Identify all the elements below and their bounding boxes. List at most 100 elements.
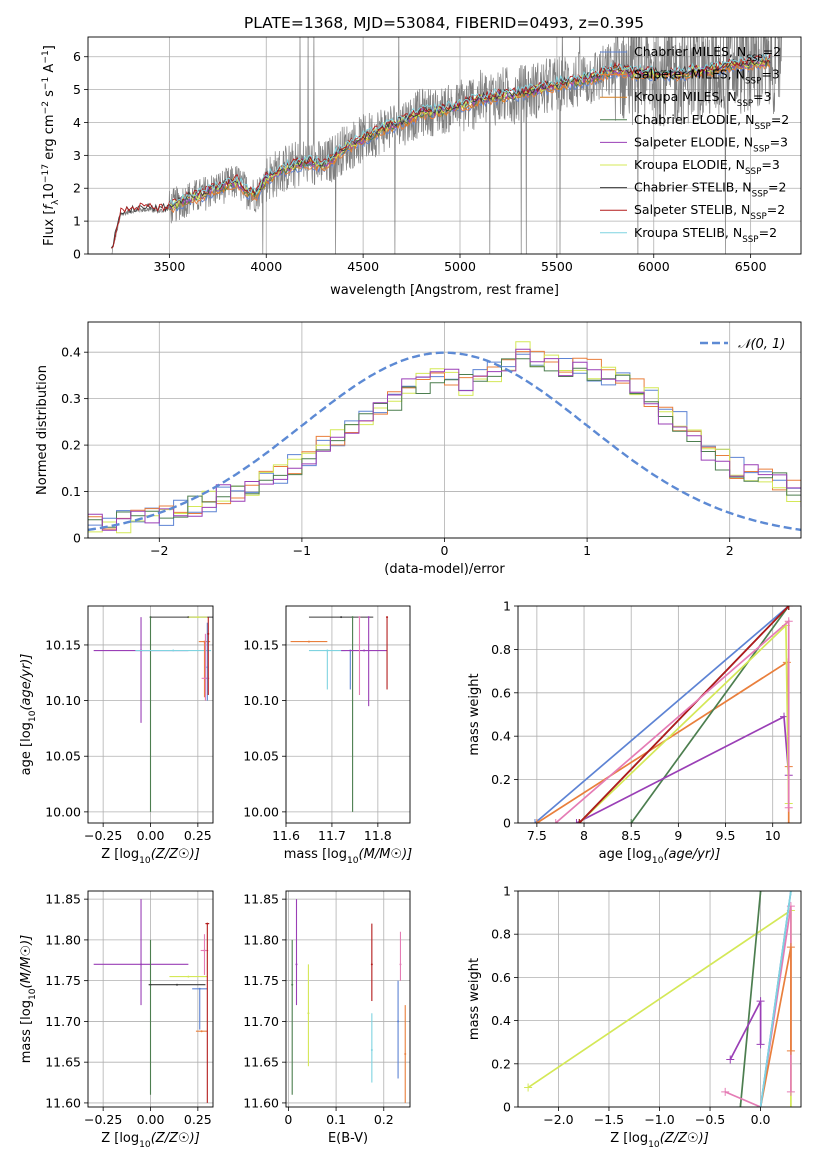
data-point xyxy=(172,649,175,652)
mass-weight-marker xyxy=(786,1087,795,1096)
x-tick-label: 0 xyxy=(284,1112,292,1127)
x-axis-label: Z [log10(Z/Z☉)] xyxy=(610,1131,709,1150)
y-axis-label-part: mass [log xyxy=(19,1000,34,1063)
grid-mass_vs_ebv xyxy=(286,891,410,1107)
x-tick-label: −2.0 xyxy=(543,1112,573,1127)
histogram-step-salpeter_elodie xyxy=(88,348,801,531)
y-axis-label-part: erg cm xyxy=(42,114,57,163)
mass_vs_Z-panel: −0.25 0.00 0.25 11.60 11.65 11.70 11.75 11.80 11… xyxy=(19,890,214,1150)
y-tick-label: 10.10 xyxy=(243,693,279,708)
y-tick-label: 11.70 xyxy=(45,1014,81,1029)
legend-label: Chabrier ELODIE, NSSP=2 xyxy=(634,112,789,132)
y-tick-label: 4 xyxy=(73,115,81,130)
y-tick-label: 0.8 xyxy=(491,927,511,942)
x-tick-label: −0.25 xyxy=(84,828,122,843)
x-axis-label: E(B-V) xyxy=(328,1131,368,1146)
data-point xyxy=(140,963,143,966)
legend-label-part: SSP xyxy=(745,167,761,177)
y-axis-label-part: Flux [ xyxy=(42,210,57,246)
x-tick-label: 3500 xyxy=(153,259,185,274)
legend-label-part: SSP xyxy=(750,212,766,222)
y-axis-label-part: −2 xyxy=(41,101,51,114)
x-axis-label-part: (Z/Z☉)] xyxy=(151,847,200,862)
y-tick-label: 11.85 xyxy=(243,892,279,907)
charts: 3500 4000 4500 5000 5500 6000 6500 0 1 2 3 4 5 6 wavel… xyxy=(19,36,802,1150)
mass-weight-marker xyxy=(551,819,560,823)
y-tick-label: 0.1 xyxy=(61,484,81,499)
y-axis-label-part: −1 xyxy=(41,77,51,90)
x-axis-label: mass [log10(M/M☉)] xyxy=(284,847,412,866)
y-axis-label-part: 10 xyxy=(28,710,38,722)
legend-label-part: =2 xyxy=(763,44,781,59)
mass-weight-line-kroupa_stelib xyxy=(759,891,792,1107)
mass-weight-marker xyxy=(575,819,584,823)
y-tick-label: 0 xyxy=(503,816,511,831)
x-tick-label: 2 xyxy=(726,543,734,558)
x-tick-label: 11.8 xyxy=(364,828,392,843)
mass-weight-line-chabrier_elodie xyxy=(739,891,762,1107)
data-point xyxy=(200,1030,203,1033)
y-tick-label: 0 xyxy=(73,247,81,262)
x-tick-label: 0.00 xyxy=(137,1112,165,1127)
mass-weight-marker xyxy=(784,819,793,823)
y-tick-label: 11.80 xyxy=(243,932,279,947)
y-tick-label: 0.4 xyxy=(491,1013,511,1028)
x-axis-label: age [log10(age/yr)] xyxy=(599,847,721,866)
mass-weight-line-pink xyxy=(555,619,790,823)
plot-area-age_vs_mass xyxy=(290,616,389,812)
y-axis-label-part: s xyxy=(42,90,57,101)
data-point xyxy=(198,987,201,990)
x-tick-label: 0.00 xyxy=(137,828,165,843)
mass-weight-line-salpeter_elodie xyxy=(576,715,790,823)
x-tick-label: −1.5 xyxy=(594,1112,624,1127)
mass-weight-marker xyxy=(572,819,581,823)
legend-label-part: SSP xyxy=(745,77,761,87)
mass-weight-marker xyxy=(726,1055,735,1064)
data-point xyxy=(326,649,329,652)
legend-label-part: =2 xyxy=(767,202,785,217)
data-point xyxy=(370,1048,373,1051)
x-tick-label: −1 xyxy=(293,543,311,558)
legend-label-part: SSP xyxy=(742,235,758,245)
y-tick-label: 0.3 xyxy=(61,391,81,406)
y-tick-label: 1 xyxy=(73,214,81,229)
legend-label-part: Kroupa MILES, N xyxy=(634,89,737,104)
data-point xyxy=(404,1053,407,1056)
plot-area-mass_vs_ebv xyxy=(291,899,407,1103)
model-spectrum-line-chabrier_miles xyxy=(169,63,771,212)
y-tick-label: 10.00 xyxy=(45,804,81,819)
mass-weight-marker xyxy=(530,819,539,823)
x-axis-label: (data-model)/error xyxy=(384,562,505,577)
age_vs_mass-frame xyxy=(285,605,411,824)
x-tick-label: 4500 xyxy=(347,259,379,274)
y-axis-label-part: f xyxy=(42,203,57,210)
data-point xyxy=(307,1012,310,1015)
y-axis-label-part: age [log xyxy=(19,722,34,775)
x-tick-label: 1 xyxy=(583,543,591,558)
data-point xyxy=(370,963,373,966)
y-axis-label-part: 10 xyxy=(28,988,38,1000)
legend-label-part: Kroupa ELODIE, N xyxy=(634,157,745,172)
y-tick-label: 0.2 xyxy=(491,772,511,787)
spectrum-frame xyxy=(87,36,802,255)
x-axis-label: wavelength [Angstrom, rest frame] xyxy=(330,283,559,298)
y-axis-label: age [log10(age/yr)] xyxy=(19,654,38,776)
y-tick-label: 10.15 xyxy=(243,637,279,652)
y-tick-label: 0.4 xyxy=(61,345,81,360)
x-tick-label: −0.25 xyxy=(84,1112,122,1127)
x-axis-label-part: (Z/Z☉)] xyxy=(151,1131,200,1146)
model-spectrum-line-kroupa_stelib xyxy=(168,53,771,205)
y-tick-label: 6 xyxy=(73,49,81,64)
y-tick-label: 5 xyxy=(73,82,81,97)
legend-label-part: Chabrier STELIB, N xyxy=(634,180,752,195)
legend-label-part: SSP xyxy=(754,122,770,132)
model-spectrum-line-salpeter_stelib xyxy=(111,53,771,249)
legend-label-part: =2 xyxy=(759,225,777,240)
x-tick-label: 5500 xyxy=(541,259,573,274)
mass-weight-marker xyxy=(627,819,636,823)
age_vs_mass-panel: 11.6 11.7 11.8 10.00 10.05 10.10 10.15 mass [lo… xyxy=(243,605,412,866)
plot-area-massweight_vs_Z xyxy=(524,891,795,1107)
data-point xyxy=(386,616,389,619)
x-axis-label-part: (Z/Z☉)] xyxy=(660,1131,709,1146)
